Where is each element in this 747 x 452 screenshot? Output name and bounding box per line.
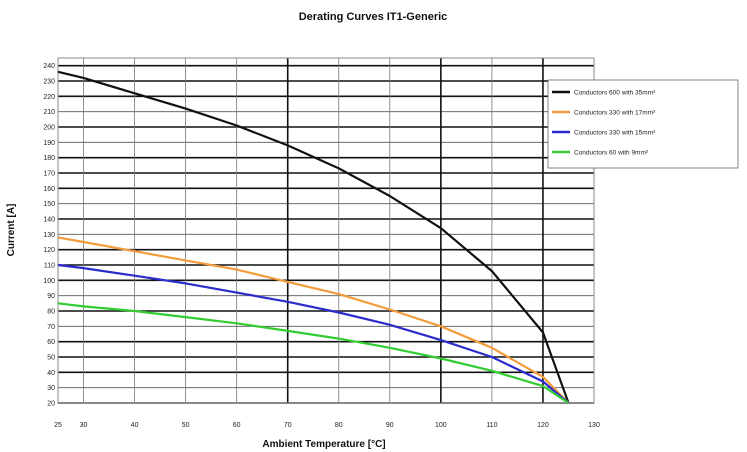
y-tick-label: 220	[43, 94, 55, 101]
y-tick-label: 140	[43, 217, 55, 224]
x-tick-label: 100	[435, 422, 447, 429]
y-tick-label: 170	[43, 171, 55, 178]
y-tick-label: 20	[47, 401, 55, 408]
x-tick-label: 40	[131, 422, 139, 429]
x-tick-label: 60	[233, 422, 241, 429]
y-tick-label: 50	[47, 355, 55, 362]
y-tick-label: 90	[47, 293, 55, 300]
chart-title: Derating Curves IT1-Generic	[299, 11, 448, 23]
y-tick-label: 100	[43, 278, 55, 285]
x-tick-label: 130	[588, 422, 600, 429]
legend-label: Conductors 60 with 9mm²	[574, 150, 649, 157]
y-tick-label: 240	[43, 63, 55, 70]
y-axis-ticks: 20 30 40 50 60 70 80 90 100 110 120 130 140 150 160 170…	[43, 63, 55, 407]
y-tick-label: 210	[43, 109, 55, 116]
chart-legend: Conductors 600 with 35mm² Conductors 330 …	[547, 79, 739, 169]
x-tick-label: 80	[335, 422, 343, 429]
y-tick-label: 160	[43, 186, 55, 193]
series-line-2	[57, 236, 570, 404]
legend-label: Conductors 330 with 17mm²	[574, 110, 656, 117]
y-tick-label: 150	[43, 201, 55, 208]
y-tick-label: 190	[43, 140, 55, 147]
legend-box	[547, 79, 739, 169]
chart-grid	[57, 58, 595, 404]
y-tick-label: 80	[47, 309, 55, 316]
series-lines	[57, 70, 570, 404]
y-tick-label: 130	[43, 232, 55, 239]
y-tick-label: 200	[43, 125, 55, 132]
x-tick-label: 70	[284, 422, 292, 429]
series-line-3	[57, 263, 570, 404]
y-tick-label: 70	[47, 324, 55, 331]
x-tick-label: 50	[182, 422, 190, 429]
x-axis-label: Ambient Temperature [°C]	[262, 439, 385, 450]
y-tick-label: 60	[47, 339, 55, 346]
legend-label: Conductors 600 with 35mm²	[574, 90, 656, 97]
x-tick-label: 120	[537, 422, 549, 429]
x-tick-label: 110	[486, 422, 497, 429]
y-tick-label: 30	[47, 385, 55, 392]
x-tick-label: 25	[54, 422, 62, 429]
series-line-1	[57, 70, 570, 404]
plot-area-border	[57, 57, 595, 404]
y-tick-label: 230	[43, 79, 55, 86]
x-tick-label: 90	[386, 422, 394, 429]
y-tick-label: 120	[43, 247, 55, 254]
x-tick-label: 30	[80, 422, 88, 429]
x-axis-ticks: 25 30 40 50 60 70 80 90 100 110 120 130	[54, 422, 600, 429]
y-tick-label: 180	[43, 155, 55, 162]
series-line-4	[57, 302, 570, 404]
legend-label: Conductors 330 with 15mm²	[574, 130, 656, 137]
y-tick-label: 110	[44, 263, 55, 270]
y-tick-label: 40	[47, 370, 55, 377]
y-axis-label: Current [A]	[6, 204, 17, 257]
